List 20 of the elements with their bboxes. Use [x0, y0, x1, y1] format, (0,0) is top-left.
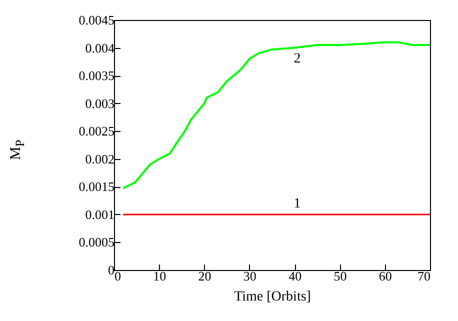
y-tick-label: 0.004: [85, 40, 115, 56]
y-tick-label: 0.001: [85, 206, 114, 222]
x-tick-label: 10: [153, 268, 166, 284]
y-tick-label: 0.0005: [78, 234, 114, 250]
x-tick-label: 70: [418, 268, 430, 284]
y-tick-label: 0.0045: [78, 12, 114, 28]
y-tick-label: 0.0035: [78, 68, 114, 84]
series-label: 2: [294, 51, 301, 66]
x-tick-label: 40: [288, 268, 302, 284]
x-tick-label: 50: [334, 268, 347, 284]
line-series: [122, 41, 431, 190]
series-label: 1: [294, 196, 301, 212]
x-tick-label: 30: [243, 268, 256, 284]
x-axis-title: Time [Orbits]: [234, 290, 311, 304]
x-tick-label: 20: [198, 268, 212, 284]
y-tick-label: 0.0025: [78, 124, 114, 139]
x-tick-label: 60: [378, 268, 392, 284]
y-tick-label: 0.0015: [78, 179, 114, 194]
y-tick-label: 0.003: [85, 96, 114, 111]
y-tick-label: 0.002: [85, 151, 114, 166]
